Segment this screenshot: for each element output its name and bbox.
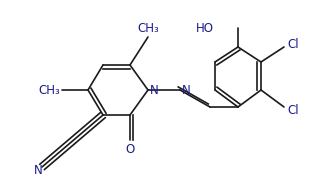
Text: N: N	[33, 164, 42, 176]
Text: N: N	[182, 83, 191, 97]
Text: CH₃: CH₃	[137, 22, 159, 35]
Text: Cl: Cl	[287, 103, 299, 117]
Text: O: O	[126, 143, 135, 156]
Text: CH₃: CH₃	[38, 83, 60, 97]
Text: HO: HO	[196, 21, 214, 34]
Text: Cl: Cl	[287, 38, 299, 51]
Text: N: N	[150, 83, 159, 97]
